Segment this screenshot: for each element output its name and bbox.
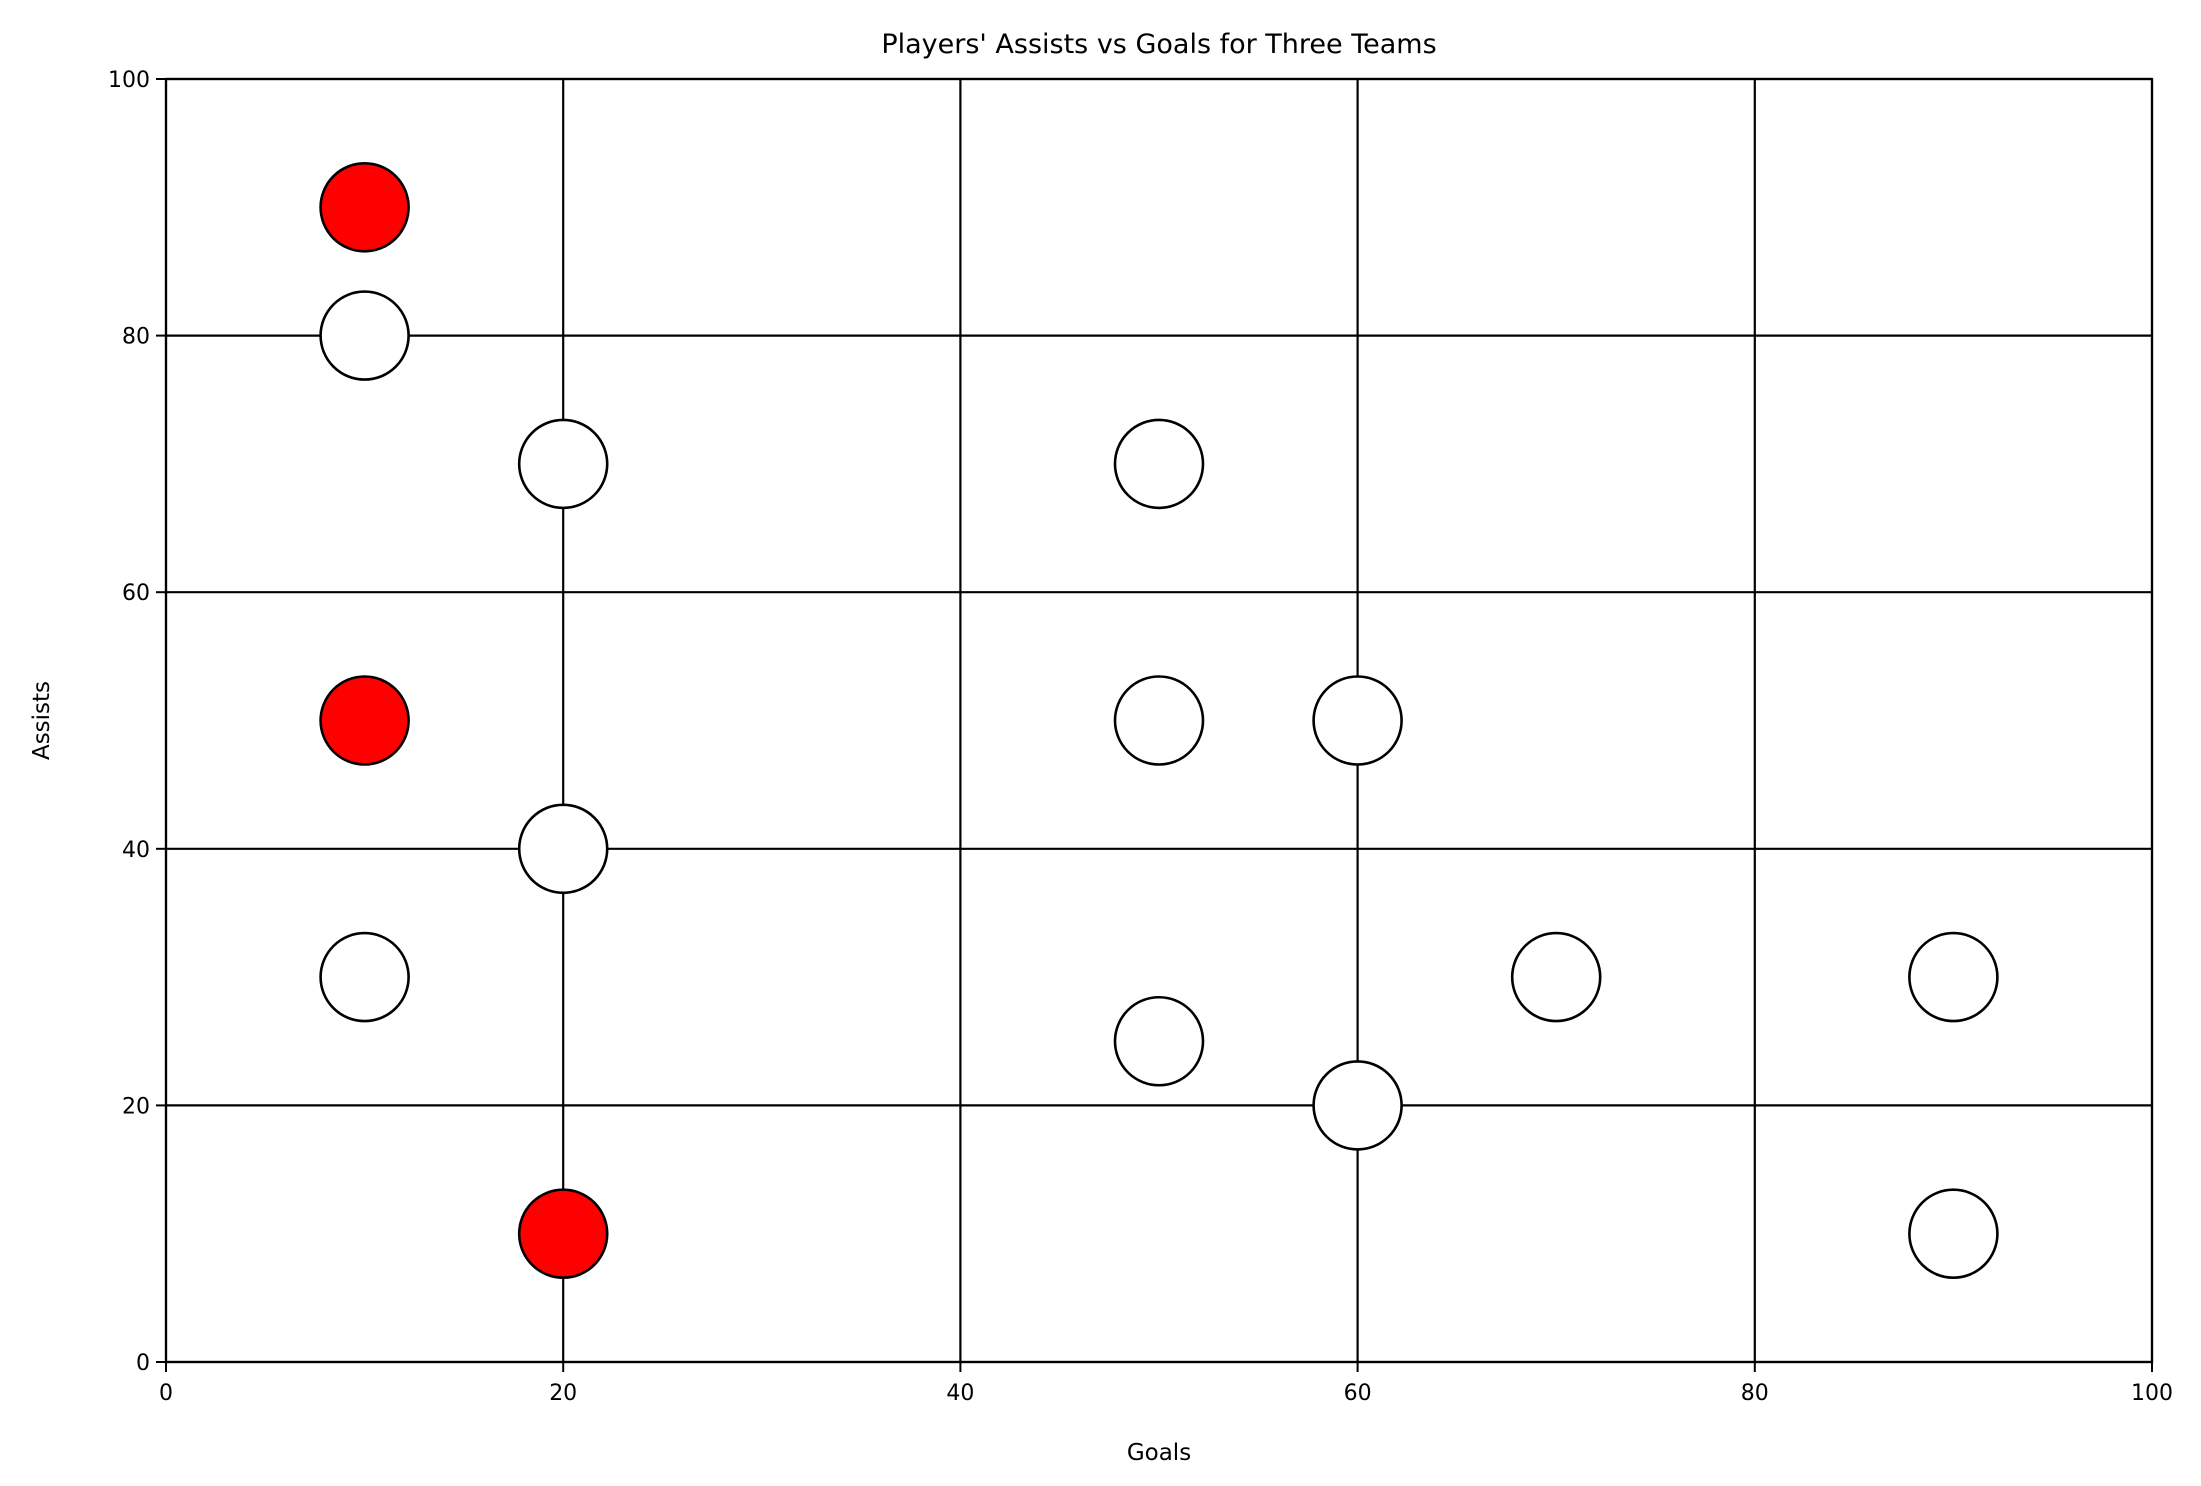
white-data-point (1510, 931, 1602, 1023)
x-tick-label: 0 (159, 1381, 173, 1406)
plot-frame (164, 77, 2154, 1364)
x-tick-label: 40 (946, 1381, 974, 1406)
chart-title: Players' Assists vs Goals for Three Team… (881, 29, 1436, 60)
data-points (319, 162, 1999, 1279)
x-tick-label: 100 (2131, 1381, 2173, 1406)
red-data-point (319, 675, 410, 766)
white-data-point (1312, 675, 1403, 766)
y-tick-label: 80 (122, 325, 150, 350)
red-data-point (517, 1188, 609, 1279)
white-data-point (319, 290, 410, 381)
white-data-point (1113, 675, 1205, 766)
y-tick-label: 40 (122, 838, 150, 863)
y-axis-label: Assists (29, 681, 55, 760)
y-tick-label: 20 (122, 1094, 150, 1119)
y-tick-label: 60 (122, 581, 150, 606)
x-tick-label: 80 (1741, 1381, 1769, 1406)
white-data-point (1312, 1060, 1403, 1151)
white-data-point (1908, 931, 1999, 1023)
y-tick-label: 0 (136, 1351, 150, 1376)
x-tick-label: 20 (549, 1381, 577, 1406)
white-data-point (517, 418, 609, 510)
white-data-point (319, 931, 410, 1023)
axis-ticks: 0 20 40 60 80 100 0 20 40 60 80 100 (108, 68, 2173, 1406)
x-axis-label: Goals (1127, 1440, 1191, 1466)
white-data-point (1113, 995, 1205, 1087)
y-tick-label: 100 (108, 68, 150, 93)
red-data-point (319, 162, 410, 253)
white-data-point (517, 803, 609, 895)
x-tick-label: 60 (1344, 1381, 1372, 1406)
white-data-point (1113, 418, 1205, 510)
white-data-point (1908, 1188, 1999, 1279)
